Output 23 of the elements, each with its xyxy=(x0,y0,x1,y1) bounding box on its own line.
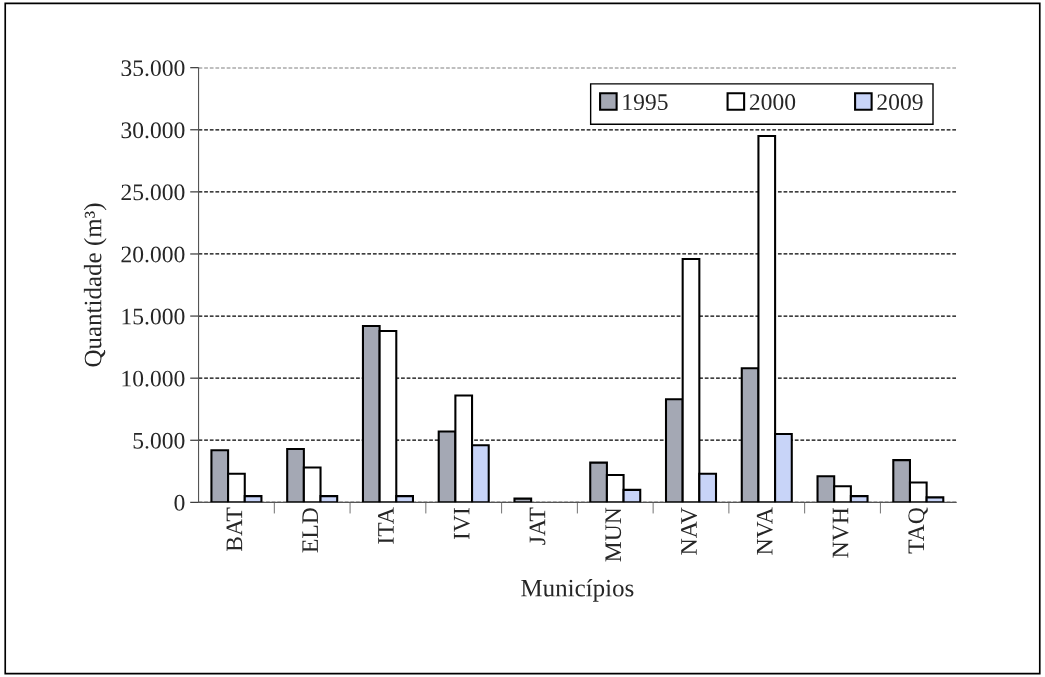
x-tick-label: BAT xyxy=(226,507,243,552)
y-tick-label: 30.000 xyxy=(121,122,185,139)
y-tick-label: 10.000 xyxy=(122,370,185,387)
x-tick-label: IVI xyxy=(453,508,470,540)
legend-label: 2009 xyxy=(877,94,923,111)
x-tick-label: TAQ xyxy=(908,507,928,554)
x-tick-label: JAT xyxy=(529,507,546,545)
legend-label: 1995 xyxy=(623,94,668,111)
y-tick-label: 0 xyxy=(174,494,185,511)
x-tick-label: ITA xyxy=(378,507,394,544)
x-tick-label: NVA xyxy=(756,507,773,555)
y-tick-label: 25.000 xyxy=(121,184,185,201)
y-tick-label: 35.000 xyxy=(121,60,185,77)
y-tick-label: 5.000 xyxy=(133,432,185,449)
y-axis-title: Quantidade (m³) xyxy=(83,203,107,367)
x-tick-label: NVH xyxy=(832,507,849,558)
legend-label: 2000 xyxy=(749,94,796,111)
y-tick-label: 15.000 xyxy=(122,308,185,325)
y-tick-label: 20.000 xyxy=(121,246,185,263)
x-axis-title: Municípios xyxy=(521,578,634,602)
x-tick-label: NAV xyxy=(681,507,698,555)
x-tick-label: MUN xyxy=(605,507,622,562)
x-tick-label: ELD xyxy=(302,508,318,553)
